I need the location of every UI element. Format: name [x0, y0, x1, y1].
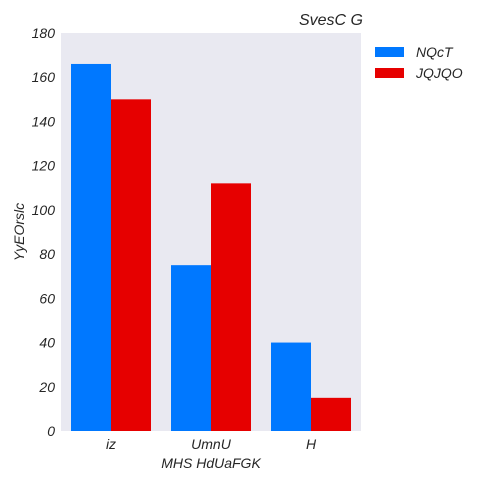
bar-NQcT-UmnU: [171, 265, 211, 431]
chart-title: SvesC G: [299, 12, 363, 29]
y-tick-label: 40: [39, 335, 55, 351]
y-tick-label: 140: [32, 113, 56, 129]
legend-swatch-NQcT: [375, 47, 404, 57]
legend: NQcT JQJQO: [375, 44, 463, 81]
x-ticks: iz UmnU H: [106, 436, 317, 452]
bar-JQJQO-UmnU: [211, 183, 251, 431]
y-tick-label: 100: [32, 202, 56, 218]
bar-JQJQO-H: [311, 397, 351, 431]
y-tick-label: 20: [38, 379, 55, 395]
y-tick-label: 60: [39, 290, 55, 306]
x-tick-label: iz: [106, 436, 116, 452]
y-ticks: 0 20 40 60 80 100 120 140 160 180: [32, 25, 56, 439]
y-tick-label: 160: [32, 69, 56, 85]
bar-NQcT-iz: [71, 63, 111, 431]
y-tick-label: 120: [32, 158, 56, 174]
x-tick-label: UmnU: [191, 436, 232, 452]
x-tick-label: H: [306, 436, 317, 452]
y-tick-label: 80: [39, 246, 55, 262]
bar-JQJQO-iz: [111, 99, 151, 431]
y-tick-label: 180: [32, 25, 56, 41]
legend-swatch-JQJQO: [375, 68, 404, 78]
y-tick-label: 0: [47, 423, 55, 439]
bar-NQcT-H: [271, 342, 311, 431]
y-axis-label: YyEOrslc: [11, 203, 27, 261]
legend-label: JQJQO: [415, 65, 463, 81]
bars-group: [71, 63, 351, 431]
legend-label: NQcT: [416, 44, 454, 60]
x-axis-label: MHS HdUaFGK: [161, 455, 261, 471]
